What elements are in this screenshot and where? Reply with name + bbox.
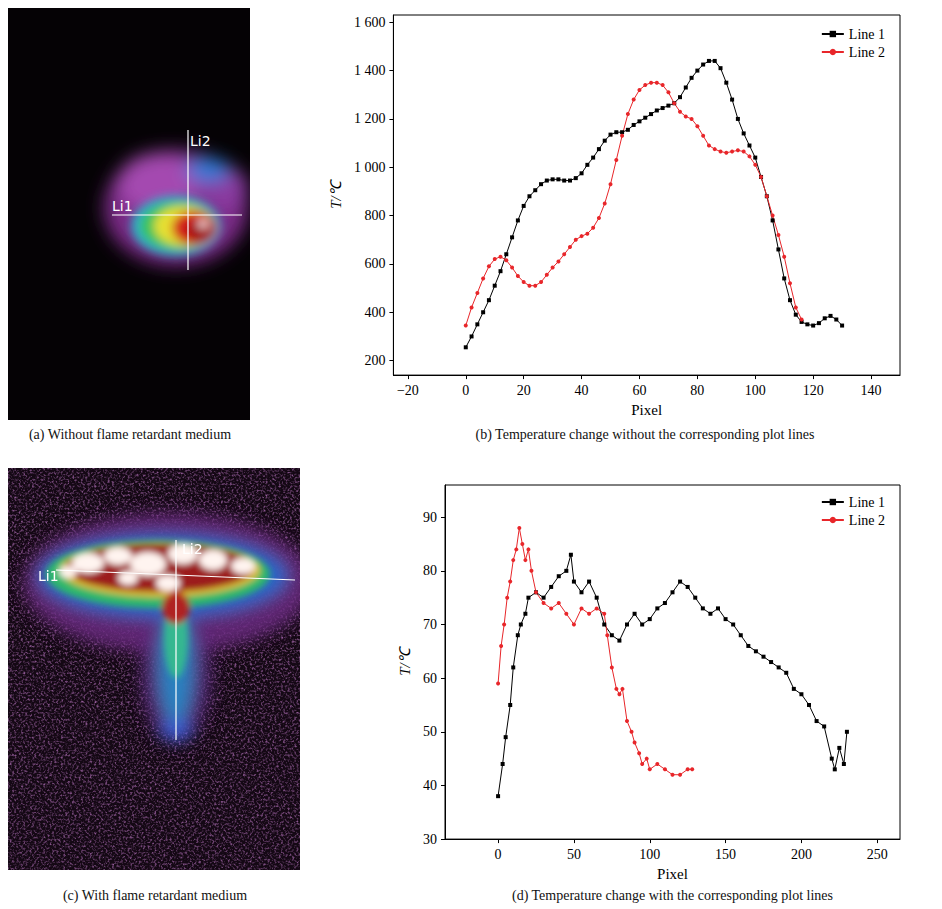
html-text:(d) Temperature change with th: (d) Temperature change with the correspo… (512, 888, 833, 903)
html-text:(b) Temperature change without: (b) Temperature change without the corre… (475, 427, 815, 442)
svg-text:150: 150 (715, 847, 736, 862)
svg-text:Line 1: Line 1 (849, 27, 885, 42)
svg-text:Li2: Li2 (182, 541, 203, 557)
svg-text:60: 60 (423, 671, 437, 686)
svg-text:40: 40 (423, 778, 437, 793)
svg-text:40: 40 (575, 383, 589, 398)
svg-text:100: 100 (745, 383, 766, 398)
svg-text:140: 140 (861, 383, 882, 398)
svg-text:800: 800 (364, 208, 385, 223)
svg-text:80: 80 (690, 383, 704, 398)
svg-text:Li1: Li1 (38, 568, 59, 584)
svg-text:100: 100 (639, 847, 660, 862)
svg-text:Line 2: Line 2 (849, 45, 885, 60)
svg-text:−20: −20 (397, 383, 419, 398)
svg-text:250: 250 (867, 847, 888, 862)
svg-text:Pixel: Pixel (631, 402, 662, 418)
svg-text:1 200: 1 200 (354, 111, 386, 126)
svg-text:20: 20 (517, 383, 531, 398)
svg-text:600: 600 (364, 256, 385, 271)
svg-text:T/℃: T/℃ (397, 645, 413, 676)
svg-text:1 000: 1 000 (354, 160, 386, 175)
svg-text:Line 1: Line 1 (849, 495, 885, 510)
svg-text:200: 200 (791, 847, 812, 862)
svg-text:200: 200 (364, 353, 385, 368)
svg-text:30: 30 (423, 832, 437, 847)
svg-text:Line 2: Line 2 (849, 513, 885, 528)
svg-text:Li1: Li1 (112, 198, 133, 214)
svg-text:400: 400 (364, 305, 385, 320)
svg-text:120: 120 (803, 383, 824, 398)
svg-text:50: 50 (423, 724, 437, 739)
html-text:(c) With flame retardant mediu: (c) With flame retardant medium (62, 888, 248, 903)
svg-text:0: 0 (495, 847, 502, 862)
svg-text:60: 60 (632, 383, 646, 398)
svg-text:Pixel: Pixel (657, 866, 688, 882)
svg-text:80: 80 (423, 563, 437, 578)
svg-text:T/℃: T/℃ (328, 178, 344, 209)
svg-text:1 400: 1 400 (354, 63, 386, 78)
html-text:(a) Without flame retardant me: (a) Without flame retardant medium (28, 427, 231, 442)
svg-text:50: 50 (567, 847, 581, 862)
svg-text:0: 0 (462, 383, 469, 398)
svg-text:1 600: 1 600 (354, 15, 386, 30)
svg-text:Li2: Li2 (190, 133, 211, 149)
svg-text:90: 90 (423, 510, 437, 525)
svg-text:70: 70 (423, 617, 437, 632)
